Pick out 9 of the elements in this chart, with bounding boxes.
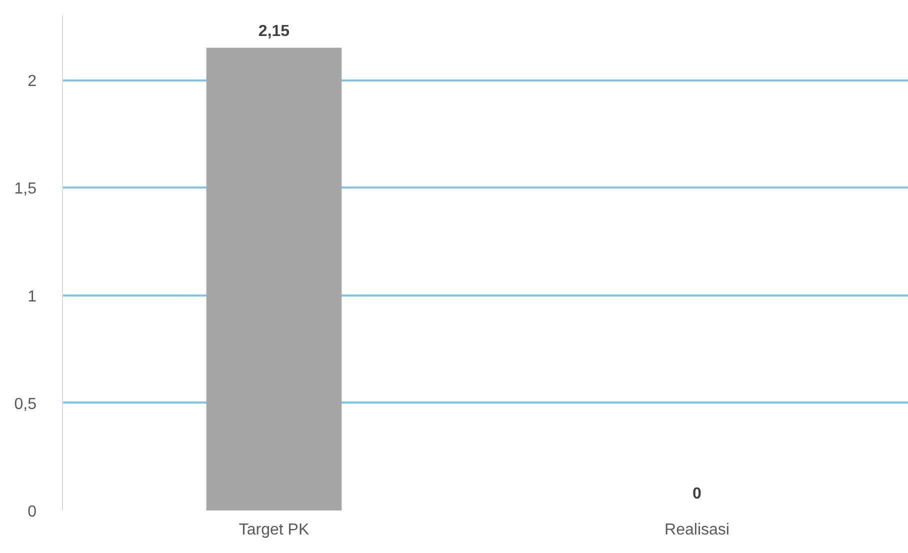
data-label: 0 <box>692 486 702 502</box>
data-label: 2,15 <box>258 22 290 40</box>
y-tick-label: 2 <box>28 73 37 90</box>
y-tick-label: 1 <box>28 288 37 306</box>
x-tick-label: Realisasi <box>664 522 730 538</box>
y-tick-label: 1,5 <box>14 180 37 198</box>
y-tick-label: 0 <box>28 504 37 520</box>
y-tick-label: 0,5 <box>14 396 37 413</box>
x-tick-label: Target PK <box>238 522 310 538</box>
